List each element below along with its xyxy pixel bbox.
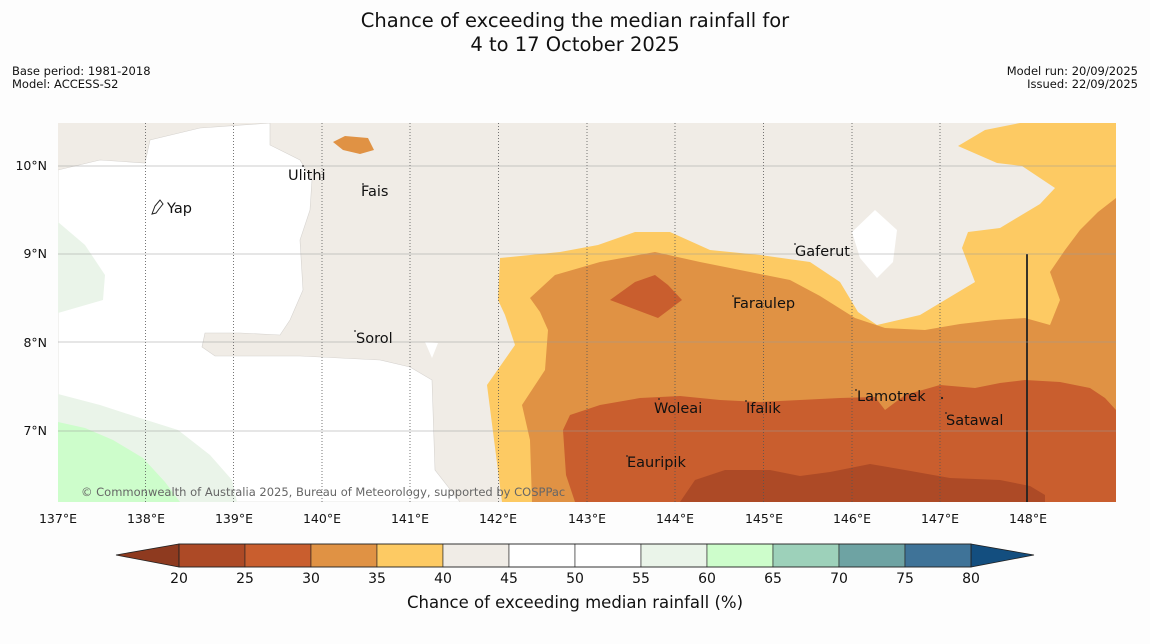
place-label: Fais <box>361 184 388 200</box>
colorbar-tick-label: 65 <box>764 571 782 587</box>
model-run-text: Model run: 20/09/2025 <box>1006 64 1138 78</box>
colorbar: 20 25 30 35 40 45 50 55 60 65 70 75 80 <box>115 543 1035 587</box>
lat-tick-label: 8°N <box>23 335 47 350</box>
place-label: Woleai <box>654 401 702 417</box>
island-markers <box>302 165 947 457</box>
lon-tick-label: 146°E <box>833 511 871 526</box>
colorbar-bin <box>772 543 840 568</box>
zone-30-35-north-blob <box>333 136 374 154</box>
model-info-left: Base period: 1981-2018 Model: ACCESS-S2 <box>12 65 151 91</box>
model-text: Model: ACCESS-S2 <box>12 77 119 91</box>
zone-25-30 <box>563 380 1116 502</box>
lon-tick-label: 144°E <box>656 511 694 526</box>
yap-island <box>151 199 164 215</box>
colorbar-tick-label: 45 <box>500 571 518 587</box>
place-label: Lamotrek <box>857 389 926 405</box>
lon-tick-label: 140°E <box>303 511 341 526</box>
colorbar-bin <box>310 543 378 568</box>
lon-tick-label: 138°E <box>127 511 165 526</box>
zone-55-60-north <box>58 222 105 313</box>
latitude-axis: 10°N 9°N 8°N 7°N <box>15 158 47 438</box>
chart-title: Chance of exceeding the median rainfall … <box>0 9 1150 57</box>
colorbar-tick-label: 50 <box>566 571 584 587</box>
colorbar-bin <box>442 543 510 568</box>
longitude-axis: 137°E 138°E 139°E 140°E 141°E 142°E 143°… <box>39 511 1047 526</box>
zone-25-30-blob <box>610 275 682 318</box>
rainfall-map <box>58 123 1116 502</box>
colorbar-over-arrow <box>970 543 1035 568</box>
lon-tick-label: 145°E <box>745 511 783 526</box>
place-label: Satawal <box>946 413 1003 429</box>
place-label: Faraulep <box>733 296 795 312</box>
colorbar-bin <box>376 543 444 568</box>
colorbar-tick-label: 30 <box>302 571 320 587</box>
colorbar-ticks: 20 25 30 35 40 45 50 55 60 65 70 75 80 <box>170 571 980 587</box>
place-label: Ifalik <box>746 401 781 417</box>
lat-tick-label: 10°N <box>15 158 47 173</box>
colorbar-bin <box>838 543 906 568</box>
place-labels: Yap Ulithi Fais Gaferut Faraulep Sorol W… <box>166 168 1003 471</box>
zone-45-55-west <box>58 123 461 502</box>
lon-tick-label: 137°E <box>39 511 77 526</box>
zone-60-65 <box>58 422 180 502</box>
lon-tick-label: 139°E <box>215 511 253 526</box>
colorbar-frame <box>178 543 972 568</box>
zone-20-25 <box>680 464 1045 502</box>
place-label: Gaferut <box>795 244 850 260</box>
colorbar-title: Chance of exceeding median rainfall (%) <box>406 593 744 612</box>
place-label: Yap <box>166 201 192 217</box>
colorbar-tick-label: 40 <box>434 571 452 587</box>
title-line-2: 4 to 17 October 2025 <box>470 33 680 56</box>
title-line-1: Chance of exceeding the median rainfall … <box>360 9 790 32</box>
place-label: Sorol <box>356 331 393 347</box>
issued-text: Issued: 22/09/2025 <box>1027 77 1138 91</box>
colorbar-tick-label: 20 <box>170 571 188 587</box>
zone-45-55-pocket <box>852 210 897 278</box>
base-period-text: Base period: 1981-2018 <box>12 64 151 78</box>
colorbar-under-arrow <box>115 543 180 568</box>
lat-tick-label: 9°N <box>23 246 47 261</box>
colorbar-tick-label: 25 <box>236 571 254 587</box>
colorbar-bin <box>178 543 246 568</box>
lon-tick-label: 143°E <box>568 511 606 526</box>
lat-tick-label: 7°N <box>23 423 47 438</box>
colorbar-bins <box>178 543 972 568</box>
colorbar-tick-label: 80 <box>962 571 980 587</box>
colorbar-bin <box>640 543 708 568</box>
grid-lines <box>145 123 941 502</box>
colorbar-bin <box>904 543 972 568</box>
place-label: Ulithi <box>288 168 326 184</box>
zone-45-55-notch <box>425 342 438 358</box>
colorbar-bin <box>574 543 642 568</box>
colorbar-tick-label: 70 <box>830 571 848 587</box>
lon-tick-label: 141°E <box>391 511 429 526</box>
copyright-text: © Commonwealth of Australia 2025, Bureau… <box>81 485 565 499</box>
colorbar-bin <box>244 543 312 568</box>
place-label: Eauripik <box>627 455 686 471</box>
lon-tick-label: 147°E <box>921 511 959 526</box>
colorbar-bin <box>508 543 576 568</box>
lon-tick-label: 148°E <box>1009 511 1047 526</box>
colorbar-tick-label: 35 <box>368 571 386 587</box>
colorbar-tick-label: 55 <box>632 571 650 587</box>
colorbar-bin <box>706 543 774 568</box>
latitude-lines <box>58 165 1116 432</box>
lon-tick-label: 142°E <box>479 511 517 526</box>
colorbar-tick-label: 75 <box>896 571 914 587</box>
model-info-right: Model run: 20/09/2025 Issued: 22/09/2025 <box>1007 65 1138 91</box>
colorbar-tick-label: 60 <box>698 571 716 587</box>
